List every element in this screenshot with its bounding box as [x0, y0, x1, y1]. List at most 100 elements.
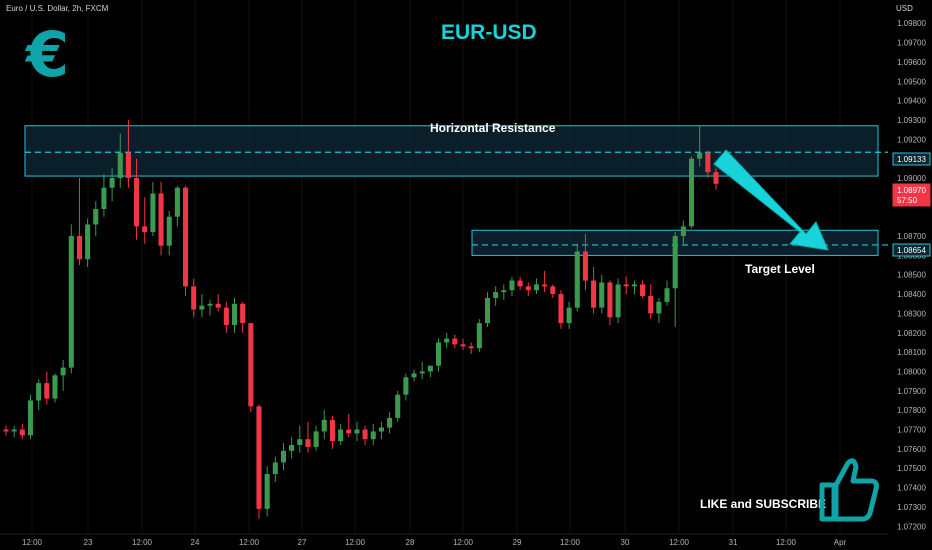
candle-body — [36, 383, 42, 401]
x-tick-label: 12:00 — [776, 538, 797, 547]
x-tick-label: 12:00 — [22, 538, 43, 547]
chart-title: EUR-USD — [441, 21, 537, 44]
candle-body — [697, 152, 703, 159]
y-tick-label: 1.08000 — [897, 367, 926, 376]
candle-body — [109, 178, 115, 188]
candle-body — [550, 286, 556, 295]
candle-body — [444, 338, 450, 343]
candle-body — [329, 419, 335, 442]
candle-body — [517, 280, 523, 287]
candle-body — [166, 216, 172, 246]
candle-body — [648, 296, 654, 314]
candle-body — [223, 307, 229, 326]
y-tick-label: 1.08100 — [897, 348, 926, 357]
candle-body — [215, 303, 221, 308]
y-tick-label: 1.07800 — [897, 406, 926, 415]
candle-body — [85, 224, 91, 260]
candle-body — [427, 365, 433, 372]
price-label: 1.08970 — [897, 186, 926, 195]
candle-body — [607, 282, 613, 318]
candle-body — [60, 367, 66, 376]
candle-body — [207, 303, 213, 306]
candle-body — [395, 394, 401, 418]
candle-body — [435, 342, 442, 366]
down-arrow-icon — [713, 149, 829, 251]
symbol-label[interactable]: Euro / U.S. Dollar, 2h, FXCM — [6, 4, 109, 13]
cta-label: LIKE and SUBSCRIBE — [700, 497, 827, 511]
candle-body — [52, 375, 58, 399]
candle-body — [533, 284, 539, 291]
thumbs-up-icon — [819, 458, 879, 522]
y-tick-label: 1.09000 — [897, 174, 926, 183]
candle-body — [591, 280, 597, 308]
candle-body — [713, 172, 719, 184]
candle-body — [574, 251, 580, 308]
euro-logo-icon: € — [26, 18, 70, 91]
candle-body — [525, 286, 531, 291]
y-tick-label: 1.09800 — [897, 19, 926, 28]
candle-body — [484, 297, 491, 324]
candle-body — [76, 236, 82, 260]
candle-body — [174, 187, 180, 217]
resistance-label: Horizontal Resistance — [430, 121, 556, 135]
price-axis-panel — [888, 0, 932, 550]
x-tick-label: Apr — [834, 538, 847, 547]
candle-body — [705, 152, 711, 173]
candle-body — [501, 290, 507, 293]
price-label: 1.08654 — [897, 246, 926, 255]
x-tick-label: 24 — [191, 538, 200, 547]
x-tick-label: 12:00 — [453, 538, 474, 547]
y-tick-label: 1.07900 — [897, 387, 926, 396]
candle-body — [19, 429, 25, 436]
candle-body — [256, 406, 262, 509]
candle-body — [370, 431, 376, 440]
candle-body — [411, 373, 417, 378]
x-tick-label: 12:00 — [132, 538, 153, 547]
candle-body — [664, 288, 670, 302]
x-tick-label: 12:00 — [345, 538, 366, 547]
candle-body — [297, 439, 303, 445]
candle-body — [566, 307, 572, 324]
y-tick-label: 1.07700 — [897, 426, 926, 435]
candle-body — [656, 301, 662, 314]
candle-body — [640, 284, 646, 297]
candle-body — [191, 286, 197, 310]
candle-body — [468, 346, 474, 349]
candle-body — [387, 417, 393, 428]
y-tick-label: 1.09600 — [897, 58, 926, 67]
candle-body — [68, 236, 74, 368]
candle-body — [419, 371, 425, 374]
candle-body — [150, 193, 156, 233]
x-tick-label: 29 — [513, 538, 522, 547]
y-tick-label: 1.09300 — [897, 116, 926, 125]
x-tick-label: 27 — [298, 538, 307, 547]
candle-body — [313, 431, 319, 447]
candle-body — [199, 305, 205, 310]
y-tick-label: 1.09700 — [897, 39, 926, 48]
x-tick-label: 12:00 — [669, 538, 690, 547]
price-label-box — [892, 152, 931, 166]
candle-body — [615, 284, 621, 318]
y-tick-label: 1.08700 — [897, 232, 926, 241]
candle-body — [346, 429, 352, 434]
x-tick-label: 12:00 — [560, 538, 581, 547]
x-tick-label: 30 — [621, 538, 630, 547]
y-tick-label: 1.07500 — [897, 464, 926, 473]
candle-body — [11, 429, 17, 432]
x-tick-label: 23 — [84, 538, 93, 547]
price-label: 1.09133 — [897, 155, 926, 164]
y-tick-label: 1.09500 — [897, 77, 926, 86]
candle-body — [125, 152, 131, 178]
candle-body — [248, 323, 254, 407]
candle-body — [289, 445, 295, 451]
y-tick-label: 1.07600 — [897, 445, 926, 454]
y-tick-label: 1.08200 — [897, 329, 926, 338]
currency-label: USD — [896, 4, 913, 13]
y-tick-label: 1.08300 — [897, 309, 926, 318]
candle-body — [305, 439, 311, 447]
candle-body — [362, 429, 368, 440]
candle-body — [280, 450, 287, 463]
price-label-box — [892, 243, 931, 257]
